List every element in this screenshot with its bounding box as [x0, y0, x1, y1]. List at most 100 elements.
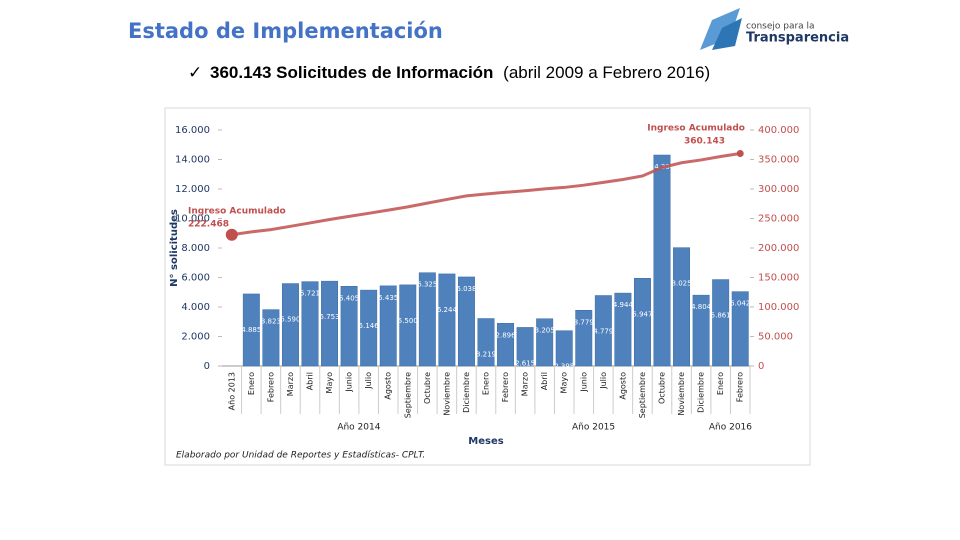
bar	[477, 318, 495, 367]
x-tick-label: Junio	[579, 372, 588, 393]
bar	[516, 327, 534, 367]
value-label: 4.779	[593, 328, 613, 336]
bar	[438, 273, 456, 367]
line-endpoint	[225, 228, 238, 241]
y2-tick-label: 250.000	[758, 214, 799, 225]
y-tick-label: 2.000	[181, 332, 210, 343]
bar	[497, 323, 515, 367]
value-label: 4.885	[241, 326, 261, 334]
line-endpoint	[736, 150, 744, 158]
value-label: 5.500	[398, 317, 418, 325]
bar	[262, 309, 280, 367]
annotation-value: 360.143	[684, 137, 725, 147]
value-label: 5.753	[320, 313, 340, 321]
bar	[633, 278, 651, 367]
cumulative-line	[231, 152, 741, 237]
y-tick-label: 6.000	[181, 273, 210, 284]
bar	[340, 286, 358, 367]
value-label: 6.325	[417, 281, 437, 289]
value-label: 2.896	[496, 331, 517, 339]
x-tick-label: Marzo	[521, 372, 530, 396]
x-tick-label: Abril	[540, 372, 549, 390]
y-tick-label: 0	[204, 361, 210, 372]
x-tick-label: Septiembre	[638, 372, 647, 418]
logo-shape	[712, 18, 742, 50]
bar	[731, 291, 749, 367]
y-tick-label: 4.000	[181, 302, 210, 313]
x-tick-label: Enero	[716, 372, 725, 395]
value-label: 5.146	[359, 322, 380, 330]
annotation-title: Ingreso Acumulado	[647, 124, 745, 134]
y-tick-label: 16.000	[175, 125, 210, 136]
value-label: 6.244	[437, 306, 458, 314]
logo: consejo para la Transparencia	[700, 8, 849, 50]
subtitle: ✓ 360.143 Solicitudes de Información (ab…	[188, 63, 710, 82]
footer: Elaborado por Unidad de Reportes y Estad…	[176, 451, 425, 461]
bar	[379, 285, 397, 367]
x-tick-label: Abril	[306, 372, 315, 390]
y2-tick-label: 150.000	[758, 273, 799, 284]
bar	[301, 281, 319, 367]
x-tick-label: Febrero	[266, 372, 275, 402]
bar	[555, 330, 573, 367]
x-tick-label: Julio	[599, 372, 608, 390]
value-label: 3.823	[261, 318, 281, 326]
x-tick-label: Agosto	[384, 372, 393, 400]
value-label: 3.219	[476, 351, 496, 359]
value-label: 4.804	[691, 303, 712, 311]
chart-frame	[164, 107, 811, 466]
bar	[712, 279, 730, 367]
group-label: Año 2014	[337, 423, 380, 433]
value-label: 8.025	[672, 280, 692, 288]
value-label: 6.038	[456, 285, 476, 293]
bar	[536, 318, 554, 367]
x-tick-label: Noviembre	[442, 372, 451, 416]
y-tick-label: 14.000	[175, 155, 210, 166]
x-tick-label: Mayo	[560, 372, 569, 394]
x-tick-label: Noviembre	[677, 372, 686, 416]
y-tick-label: 12.000	[175, 184, 210, 195]
value-label: 2.395	[554, 363, 574, 371]
bar	[399, 284, 417, 367]
annotation-value: 222.468	[188, 220, 229, 230]
bar	[673, 247, 691, 367]
value-label: 2.615	[515, 359, 535, 367]
bar	[614, 292, 632, 367]
x-tick-label: Agosto	[618, 372, 627, 400]
x-tick-label: Septiembre	[403, 372, 412, 418]
x-tick-label: Febrero	[501, 372, 510, 402]
y2-tick-label: 400.000	[758, 125, 799, 136]
y2-tick-label: 200.000	[758, 243, 799, 254]
y2-tick-label: 350.000	[758, 155, 799, 166]
y2-tick-label: 100.000	[758, 302, 799, 313]
value-label: 5.042	[730, 300, 750, 308]
value-label: 5.435	[378, 294, 398, 302]
y-axis-title: N° solicitudes	[169, 209, 180, 287]
x-tick-label: Enero	[247, 372, 256, 395]
value-label: 5.721	[300, 290, 320, 298]
slide-title: Estado de Implementación	[128, 19, 443, 43]
bar	[360, 289, 378, 367]
bar	[242, 293, 260, 367]
x-tick-label: Diciembre	[697, 372, 706, 413]
x-tick-label: Julio	[364, 372, 373, 390]
bar	[575, 310, 593, 367]
group-label: Año 2016	[709, 423, 752, 433]
value-label: 3.779	[574, 318, 594, 326]
bar	[692, 294, 710, 367]
subtitle-rest: (abril 2009 a Febrero 2016)	[503, 63, 710, 82]
x-axis-title: Meses	[468, 436, 503, 447]
value-label: 3.205	[535, 327, 555, 335]
x-tick-label: Octubre	[658, 372, 667, 404]
bullet: ✓	[188, 63, 202, 82]
annotation-title: Ingreso Acumulado	[188, 207, 286, 217]
y2-tick-label: 300.000	[758, 184, 799, 195]
y2-tick-label: 0	[758, 361, 764, 372]
x-tick-label: Octubre	[423, 372, 432, 404]
x-tick-label: Enero	[482, 372, 491, 395]
bar	[457, 276, 475, 367]
logo-shape	[700, 8, 740, 50]
logo-small: consejo para la	[746, 22, 815, 32]
